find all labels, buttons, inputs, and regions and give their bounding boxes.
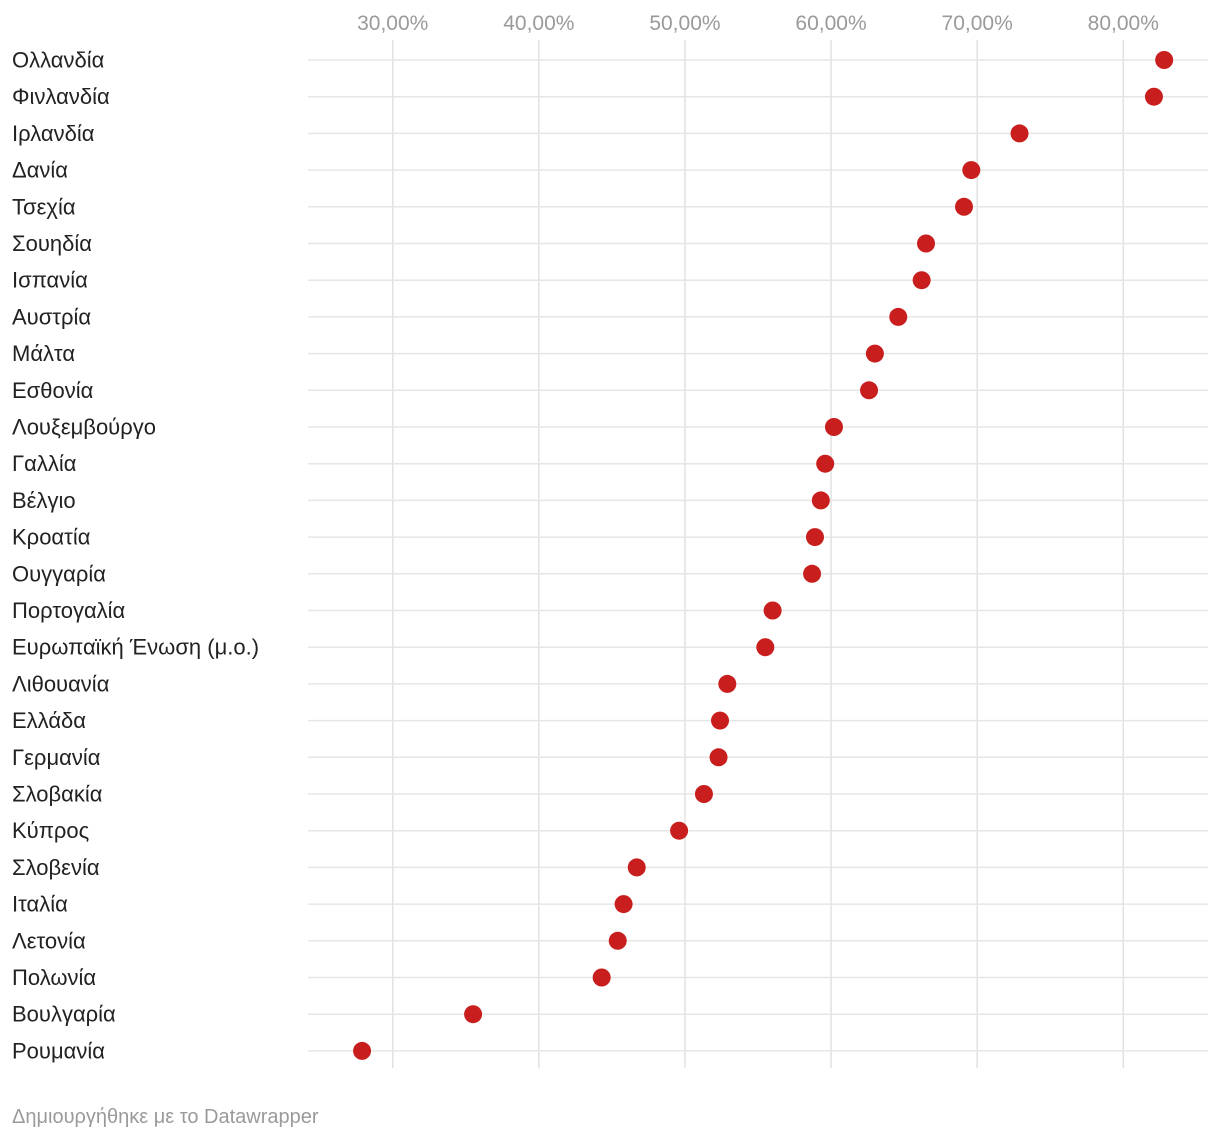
x-tick-label: 50,00% [649, 12, 720, 35]
category-label: Γερμανία [12, 745, 101, 770]
data-point: Δανία [962, 161, 981, 180]
category-label: Ιταλία [12, 892, 68, 917]
category-label: Ελλάδα [12, 708, 86, 733]
data-point: Γαλλία [816, 454, 835, 473]
data-point: Βουλγαρία [464, 1005, 483, 1024]
category-label: Τσεχία [12, 194, 76, 219]
data-point: Ισπανία [912, 271, 931, 290]
category-label: Εσθονία [12, 378, 94, 403]
data-point: Φινλανδία [1144, 87, 1163, 106]
category-label: Δανία [12, 158, 68, 183]
category-label: Ευρωπαϊκή Ένωση (μ.ο.) [12, 635, 259, 660]
category-label: Βουλγαρία [12, 1002, 116, 1027]
category-label: Λιθουανία [12, 671, 110, 696]
data-point: Αυστρία [889, 307, 908, 326]
category-label: Μάλτα [12, 341, 75, 366]
data-point: Σλοβενία [627, 858, 646, 877]
category-label: Σλοβακία [12, 782, 103, 807]
category-label: Γαλλία [12, 451, 77, 476]
x-tick-label: 30,00% [357, 12, 428, 35]
footer-credit: Δημιουργήθηκε με το Datawrapper [12, 1106, 319, 1128]
data-point: Σλοβακία [694, 785, 713, 803]
data-point: Λετονία [608, 931, 627, 950]
data-point: Ελλάδα [711, 711, 730, 730]
category-label: Φινλανδία [12, 84, 110, 109]
category-label: Ισπανία [12, 268, 88, 293]
data-point: Σουηδία [917, 234, 936, 253]
category-label: Ουγγαρία [12, 561, 106, 586]
category-label: Κύπρος [12, 818, 89, 843]
data-point: Λουξεμβούργο [824, 418, 843, 436]
data-point: Πορτογαλία [763, 601, 782, 620]
data-point: Μάλτα [865, 344, 884, 363]
data-point: Ρουμανία [353, 1041, 372, 1060]
category-label: Σλοβενία [12, 855, 100, 880]
data-point: Κύπρος [670, 821, 689, 840]
data-point: Βέλγιο [811, 491, 830, 510]
data-point: Κροατία [805, 528, 824, 547]
data-point: Ιρλανδία [1010, 124, 1029, 143]
category-label: Κροατία [12, 525, 91, 550]
data-point: Εσθονία [860, 381, 879, 400]
data-point: Ευρωπαϊκή Ένωση (μ.ο.) [756, 638, 775, 657]
category-label: Ρουμανία [12, 1038, 105, 1063]
data-point: Λιθουανία [718, 674, 737, 693]
category-label: Ολλανδία [12, 48, 105, 73]
category-label: Λετονία [12, 928, 86, 953]
data-point: Γερμανία [709, 748, 728, 767]
data-point: Ολλανδία [1155, 51, 1174, 69]
x-tick-label: 70,00% [942, 12, 1013, 35]
data-point: Ιταλία [614, 895, 633, 914]
dot-plot-chart: 30,00% 40,00% 50,00% 60,00% 70,00% 80,00% Ολλα… [12, 12, 1208, 1068]
category-label: Σουηδία [12, 231, 92, 256]
data-point: Τσεχία [955, 197, 974, 216]
x-tick-label: 40,00% [503, 12, 574, 35]
category-label: Λουξεμβούργο [12, 415, 156, 440]
data-point: Πολωνία [592, 968, 611, 987]
data-point: Ουγγαρία [803, 564, 822, 583]
category-label: Πολωνία [12, 965, 96, 990]
category-label: Αυστρία [12, 304, 91, 329]
x-tick-label: 80,00% [1088, 12, 1159, 35]
category-label: Βέλγιο [12, 488, 76, 513]
x-tick-label: 60,00% [795, 12, 866, 35]
category-label: Ιρλανδία [12, 121, 95, 146]
category-label: Πορτογαλία [12, 598, 126, 623]
